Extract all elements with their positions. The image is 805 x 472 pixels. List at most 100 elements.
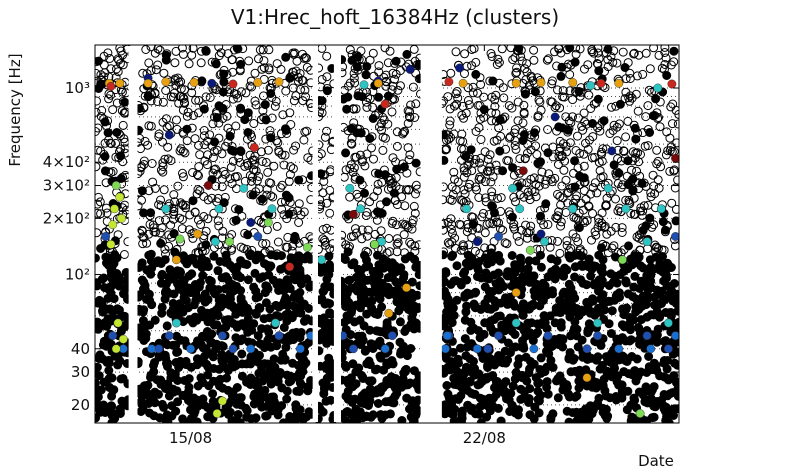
trigger-point — [351, 367, 361, 377]
trigger-point — [669, 46, 679, 56]
trigger-point — [612, 58, 622, 68]
trigger-point — [137, 389, 147, 399]
cluster-point — [225, 237, 234, 247]
cluster-point — [271, 318, 280, 328]
trigger-point — [351, 272, 361, 282]
trigger-point — [507, 251, 517, 260]
trigger-point — [484, 393, 494, 403]
trigger-point — [665, 166, 675, 176]
trigger-point — [355, 150, 365, 160]
trigger-point — [291, 91, 301, 101]
cluster-point — [115, 192, 125, 202]
trigger-point — [480, 318, 490, 328]
trigger-point — [525, 410, 535, 420]
trigger-point — [282, 394, 292, 404]
trigger-point — [104, 366, 114, 375]
trigger-point — [614, 354, 624, 363]
trigger-point — [98, 306, 107, 316]
cluster-point — [246, 218, 256, 227]
trigger-point — [273, 237, 283, 247]
trigger-point — [565, 86, 575, 96]
trigger-point — [639, 201, 649, 211]
trigger-point — [232, 322, 242, 332]
trigger-point — [557, 123, 567, 133]
trigger-point — [535, 174, 545, 184]
trigger-point — [201, 92, 211, 102]
trigger-point — [168, 340, 178, 350]
trigger-point — [189, 111, 198, 120]
trigger-point — [362, 298, 372, 308]
trigger-point — [318, 265, 328, 275]
trigger-point — [631, 134, 641, 144]
trigger-point — [603, 55, 613, 65]
trigger-point — [543, 220, 553, 229]
cluster-point — [143, 78, 153, 88]
trigger-point — [104, 358, 114, 368]
y-tick-label: 20 — [71, 396, 90, 414]
trigger-point — [476, 304, 486, 314]
trigger-point — [578, 307, 588, 317]
trigger-point — [621, 278, 631, 288]
cluster-point — [370, 239, 379, 249]
trigger-point — [402, 49, 412, 59]
trigger-point — [587, 409, 597, 419]
trigger-point — [324, 251, 334, 261]
trigger-point — [561, 112, 571, 122]
trigger-point — [357, 391, 367, 401]
trigger-point — [466, 145, 476, 155]
cluster-point — [656, 204, 666, 214]
trigger-point — [625, 318, 635, 328]
trigger-point — [112, 269, 122, 278]
trigger-point — [519, 274, 529, 284]
trigger-point — [206, 276, 216, 286]
cluster-point — [253, 232, 263, 241]
trigger-point — [570, 182, 580, 192]
trigger-point — [189, 300, 199, 310]
cluster-point — [472, 237, 482, 247]
cluster-point — [550, 112, 560, 122]
trigger-point — [254, 172, 264, 181]
trigger-point — [529, 359, 539, 369]
trigger-point — [643, 125, 653, 134]
trigger-point — [292, 408, 302, 418]
trigger-point — [351, 172, 360, 182]
cluster-point — [110, 204, 119, 214]
cluster-point — [171, 318, 181, 328]
trigger-point — [629, 49, 639, 59]
trigger-point — [103, 128, 113, 138]
trigger-point — [137, 400, 147, 410]
trigger-point — [209, 320, 219, 330]
cluster-point — [113, 318, 123, 328]
trigger-point — [513, 360, 523, 370]
cluster-point — [295, 344, 305, 354]
trigger-point — [281, 293, 291, 303]
trigger-point — [577, 251, 587, 261]
trigger-point — [373, 399, 383, 408]
trigger-point — [302, 126, 312, 136]
trigger-point — [318, 318, 328, 327]
trigger-point — [671, 204, 679, 214]
trigger-point — [188, 196, 198, 206]
cluster-point — [147, 344, 157, 354]
trigger-point — [236, 336, 246, 346]
trigger-point — [480, 243, 490, 253]
trigger-point — [650, 402, 660, 412]
trigger-point — [574, 383, 584, 393]
cluster-point — [614, 78, 624, 88]
trigger-point — [617, 223, 627, 233]
cluster-point — [263, 218, 273, 227]
trigger-point — [279, 323, 289, 332]
trigger-point — [636, 261, 646, 271]
trigger-point — [216, 48, 226, 58]
trigger-point — [373, 290, 383, 300]
data-gap — [312, 46, 318, 422]
trigger-point — [524, 256, 534, 266]
trigger-point — [342, 407, 352, 416]
trigger-point — [407, 291, 417, 301]
trigger-point — [95, 350, 105, 360]
trigger-point — [659, 294, 669, 304]
trigger-point — [402, 221, 412, 231]
trigger-point — [488, 371, 498, 380]
trigger-point — [584, 298, 594, 308]
cluster-point — [405, 64, 415, 74]
